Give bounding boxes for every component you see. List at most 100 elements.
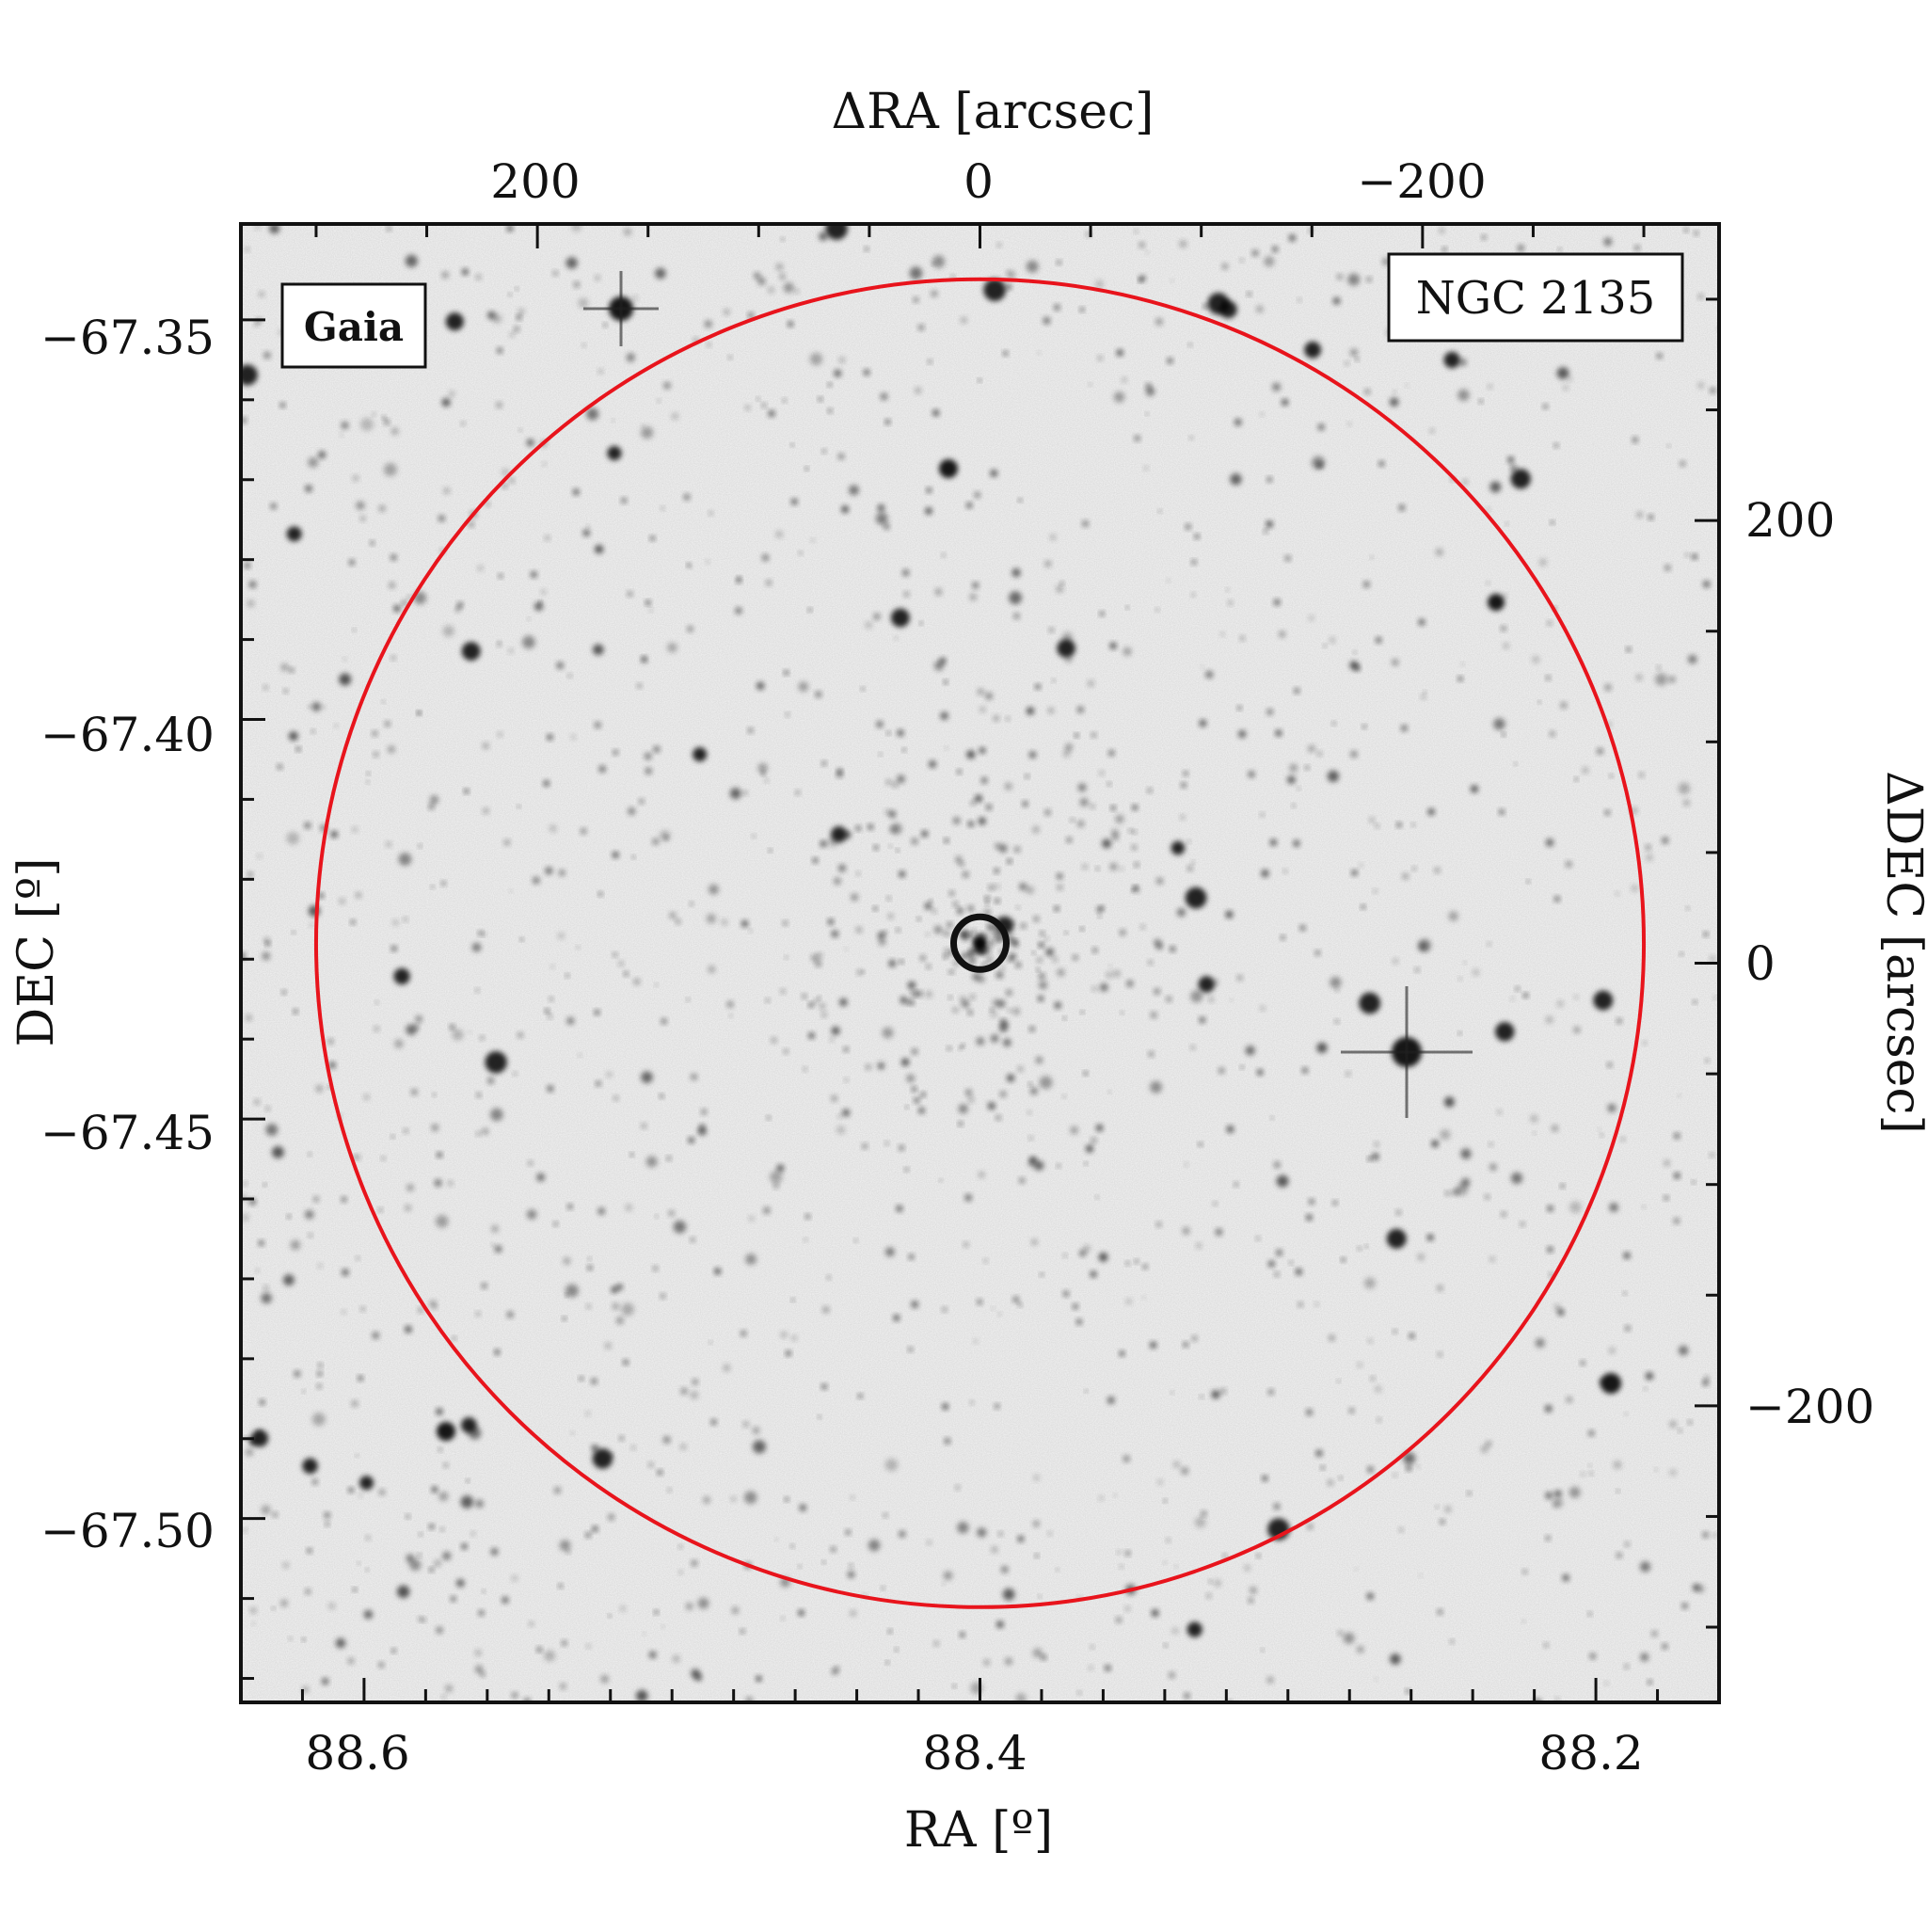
- star: [1353, 650, 1357, 654]
- star: [1710, 387, 1716, 393]
- star: [582, 529, 590, 536]
- star: [757, 762, 768, 774]
- star: [1470, 785, 1479, 793]
- cluster-star: [948, 890, 955, 897]
- star: [868, 1539, 881, 1552]
- star: [606, 1071, 613, 1078]
- star: [1038, 996, 1044, 1002]
- star: [258, 1239, 264, 1246]
- star: [428, 1524, 435, 1529]
- star: [1220, 631, 1225, 636]
- star: [648, 608, 653, 613]
- star: [556, 662, 565, 669]
- star: [729, 1014, 733, 1017]
- star: [474, 1665, 484, 1674]
- star: [389, 582, 395, 589]
- star: [1417, 1253, 1425, 1261]
- star: [1354, 665, 1361, 672]
- cluster-star: [896, 928, 900, 933]
- star: [1079, 307, 1085, 312]
- star: [530, 571, 537, 579]
- star: [1065, 743, 1073, 751]
- star: [540, 589, 547, 595]
- star: [1260, 1005, 1266, 1012]
- star: [752, 1427, 760, 1434]
- star: [1049, 534, 1057, 541]
- star: [1350, 750, 1358, 758]
- cluster-star: [1022, 801, 1028, 807]
- star: [631, 855, 635, 859]
- star: [295, 746, 301, 752]
- star: [282, 1274, 295, 1286]
- cluster-star: [1072, 954, 1078, 961]
- star: [615, 1317, 624, 1325]
- star: [429, 1300, 438, 1308]
- star: [1481, 234, 1487, 240]
- star: [318, 1363, 323, 1368]
- star: [390, 655, 396, 661]
- star: [1338, 1476, 1343, 1480]
- star: [884, 1458, 899, 1472]
- star: [1034, 1554, 1039, 1558]
- cluster-star: [1011, 920, 1015, 925]
- cluster-star: [994, 842, 1001, 850]
- star: [941, 552, 946, 558]
- star: [688, 1137, 694, 1143]
- star: [1088, 1665, 1093, 1670]
- star: [464, 789, 470, 794]
- cluster-star: [999, 1091, 1007, 1098]
- star: [1230, 473, 1242, 486]
- star: [877, 504, 885, 512]
- star: [1704, 1375, 1710, 1381]
- star: [689, 902, 694, 906]
- cluster-star: [1148, 960, 1154, 966]
- cluster-star: [933, 925, 943, 934]
- cluster-star: [1026, 886, 1034, 894]
- star: [281, 990, 287, 995]
- star: [355, 892, 362, 899]
- star: [1017, 1535, 1025, 1542]
- star: [1194, 534, 1200, 539]
- star: [1141, 1296, 1146, 1300]
- star: [1270, 1116, 1274, 1120]
- star: [1693, 999, 1697, 1004]
- cluster-star: [1028, 751, 1037, 758]
- cluster-star: [1099, 905, 1105, 911]
- star: [884, 808, 890, 815]
- star: [612, 851, 619, 858]
- star: [1077, 1690, 1082, 1695]
- star: [790, 498, 798, 505]
- star: [381, 700, 386, 704]
- star: [1032, 1648, 1043, 1658]
- star: [1678, 1429, 1682, 1433]
- star: [1439, 227, 1445, 234]
- cluster-star: [873, 845, 879, 851]
- star: [991, 1546, 998, 1554]
- star: [263, 1285, 269, 1291]
- star: [1543, 1642, 1549, 1648]
- star: [1200, 1395, 1203, 1399]
- star: [263, 684, 268, 691]
- star: [690, 1391, 699, 1399]
- star: [648, 1461, 654, 1468]
- star: [592, 1448, 613, 1469]
- cluster-star: [929, 899, 932, 902]
- star: [1184, 1162, 1188, 1167]
- star: [1109, 863, 1118, 870]
- star: [1104, 1665, 1111, 1671]
- cluster-star: [978, 817, 986, 825]
- star: [506, 225, 514, 232]
- star: [308, 1152, 311, 1157]
- star: [509, 889, 513, 893]
- star: [1396, 822, 1402, 828]
- star: [1573, 1026, 1581, 1033]
- star: [595, 544, 604, 554]
- star: [932, 255, 946, 268]
- star: [827, 918, 835, 925]
- star: [1414, 967, 1420, 973]
- star: [248, 581, 257, 588]
- star: [241, 364, 258, 386]
- star: [613, 1095, 619, 1101]
- star: [517, 1031, 524, 1039]
- star: [775, 531, 784, 538]
